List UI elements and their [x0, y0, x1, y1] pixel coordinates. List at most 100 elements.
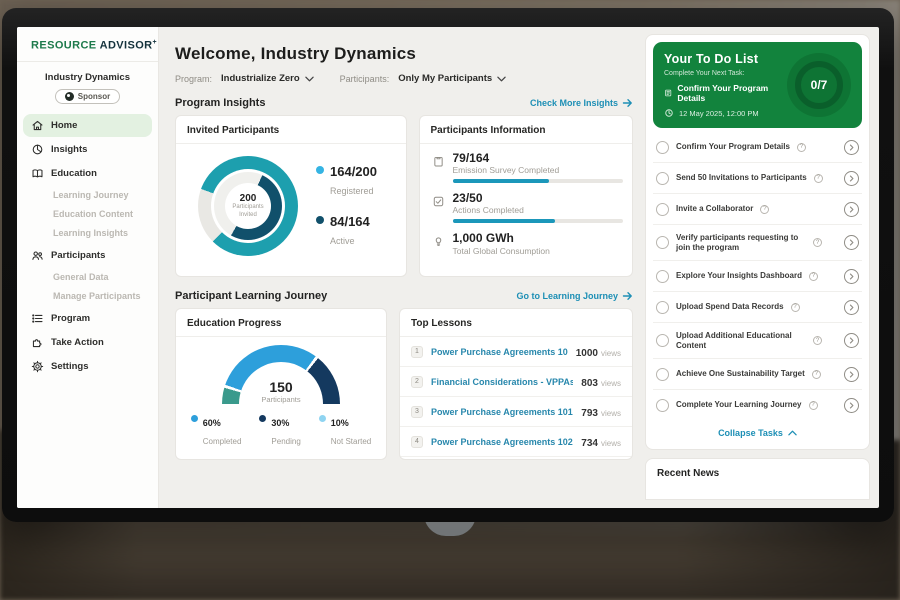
sidebar-item-program[interactable]: Program: [17, 307, 158, 330]
metric-label: Actions Completed: [452, 205, 524, 216]
sidebar-item-insights[interactable]: Insights: [17, 138, 158, 161]
help-icon[interactable]: ?: [808, 400, 818, 410]
chevron-right-icon[interactable]: [844, 333, 859, 348]
sidebar-item-manage-participants[interactable]: Manage Participants: [53, 291, 141, 302]
legend-registered: 164/200 Registered: [316, 163, 377, 199]
participants-filter[interactable]: Participants: Only My Participants: [340, 73, 507, 84]
legend-dot: [259, 415, 267, 422]
lesson-views: 803: [581, 377, 598, 389]
card-title: Education Progress: [176, 309, 386, 337]
task-checkbox[interactable]: [656, 269, 669, 283]
task-row[interactable]: Confirm Your Program Details ?: [653, 132, 862, 163]
legend-dot: [318, 415, 326, 422]
lesson-link[interactable]: Power Purchase Agreements 101: [431, 346, 568, 357]
sidebar-item-participants[interactable]: Participants: [17, 244, 158, 267]
sidebar-item-label: Education: [51, 167, 97, 179]
task-row[interactable]: Send 50 Invitations to Participants ?: [653, 163, 862, 194]
lightbulb-icon: [435, 237, 441, 247]
task-checkbox[interactable]: [656, 300, 669, 314]
todo-progress-ring: 0/7: [787, 53, 851, 117]
page-title: Welcome, Industry Dynamics: [175, 44, 417, 63]
task-checkbox[interactable]: [656, 171, 669, 185]
task-checkbox[interactable]: [656, 202, 669, 216]
sidebar-item-settings[interactable]: Settings: [17, 355, 158, 378]
donut-center-value: 200: [239, 192, 257, 204]
top-lessons-card: Top Lessons 1 Power Purchase Agreements …: [399, 308, 633, 460]
lesson-link[interactable]: Financial Considerations - VPPAs: [431, 376, 574, 387]
main-content: Welcome, Industry Dynamics Program: Indu…: [159, 27, 645, 508]
task-row[interactable]: Invite a Collaborator ?: [653, 194, 862, 225]
sidebar-item-learning-insights[interactable]: Learning Insights: [53, 228, 129, 239]
go-to-learning-journey-link[interactable]: Go to Learning Journey: [516, 291, 633, 301]
lesson-views: 793: [581, 407, 598, 419]
program-filter[interactable]: Program: Industrialize Zero: [175, 73, 314, 84]
todo-counter: 0/7: [810, 78, 828, 92]
help-icon[interactable]: ?: [790, 302, 800, 312]
metric-value: 1,000 GWh: [452, 231, 514, 246]
logo-text-secondary: ADVISOR: [99, 39, 153, 52]
chevron-right-icon[interactable]: [844, 299, 859, 315]
chevron-right-icon[interactable]: [844, 139, 859, 155]
people-icon: [32, 251, 43, 260]
active-value: 84/164: [330, 214, 370, 229]
todo-title: Your To Do List: [664, 52, 759, 66]
help-icon[interactable]: ?: [811, 369, 821, 379]
help-icon[interactable]: ?: [760, 204, 770, 214]
sidebar-item-label: Take Action: [51, 336, 104, 348]
chevron-right-icon[interactable]: [844, 170, 859, 186]
task-checkbox[interactable]: [656, 140, 669, 154]
lesson-rank: 2: [411, 375, 423, 388]
help-icon[interactable]: ?: [813, 173, 823, 183]
task-row[interactable]: Complete Your Learning Journey ?: [653, 390, 862, 420]
check-more-insights-link[interactable]: Check More Insights: [530, 98, 633, 108]
task-row[interactable]: Explore Your Insights Dashboard ?: [653, 261, 862, 292]
metric-value: 23/50: [452, 191, 483, 206]
program-filter-value: Industrialize Zero: [221, 73, 300, 84]
task-row[interactable]: Upload Spend Data Records ?: [653, 292, 862, 323]
help-icon[interactable]: ?: [808, 271, 818, 281]
chevron-right-icon[interactable]: [844, 235, 859, 250]
collapse-tasks-link[interactable]: Collapse Tasks: [653, 420, 862, 442]
lesson-rank: 4: [411, 435, 423, 448]
insights-icon: [32, 144, 43, 154]
lesson-link[interactable]: Power Purchase Agreements 101: [431, 406, 573, 417]
task-row[interactable]: Upload Additional Educational Content ?: [653, 323, 862, 359]
sidebar-item-education-content[interactable]: Education Content: [53, 209, 133, 220]
legend-active: 84/164 Active: [316, 213, 377, 249]
task-checkbox[interactable]: [656, 236, 669, 249]
chevron-right-icon[interactable]: [844, 366, 859, 382]
todo-hero-card: Your To Do List Complete Your Next Task:…: [653, 42, 862, 128]
chevron-right-icon[interactable]: [844, 397, 859, 413]
help-icon[interactable]: ?: [813, 336, 822, 345]
lesson-row: 5 Power Purchase Agreements 103 600views: [400, 457, 632, 459]
app-logo: RESOURCE ADVISOR+: [17, 27, 158, 62]
emission-survey-row: 79/164 Emission Survey Completed: [432, 151, 623, 184]
chevron-right-icon[interactable]: [844, 201, 859, 217]
clipboard-icon: [433, 156, 443, 167]
metric-label: Emission Survey Completed: [452, 165, 560, 176]
participants-filter-value: Only My Participants: [398, 73, 493, 84]
task-row[interactable]: Achieve One Sustainability Target ?: [653, 359, 862, 390]
recent-news-card: Recent News: [645, 458, 870, 500]
role-badge: Sponsor: [54, 88, 121, 104]
lesson-row: 1 Power Purchase Agreements 101 1000 view…: [400, 337, 632, 367]
arrow-right-icon: [622, 99, 632, 107]
task-checkbox[interactable]: [656, 398, 669, 412]
chevron-right-icon[interactable]: [844, 268, 859, 284]
sidebar-item-label: Program: [51, 312, 91, 324]
chevron-up-icon: [788, 430, 797, 436]
gauge-center-value: 150: [269, 379, 293, 395]
sidebar-item-take-action[interactable]: Take Action: [17, 331, 158, 354]
sidebar-item-home[interactable]: Home: [23, 113, 152, 137]
sidebar-item-education[interactable]: Education: [17, 162, 158, 185]
task-checkbox[interactable]: [656, 334, 669, 347]
task-row[interactable]: Verify participants requesting to join t…: [653, 225, 862, 261]
sidebar-item-general-data[interactable]: General Data: [53, 272, 109, 283]
task-checkbox[interactable]: [656, 367, 669, 381]
lesson-link[interactable]: Power Purchase Agreements 102: [431, 436, 573, 447]
sidebar-item-learning-journey[interactable]: Learning Journey: [53, 190, 129, 201]
help-icon[interactable]: ?: [796, 142, 806, 152]
help-icon[interactable]: ?: [813, 238, 822, 247]
participants-information-card: Participants Information 79/164 Emission…: [418, 115, 633, 277]
lesson-views: 1000: [575, 347, 598, 359]
